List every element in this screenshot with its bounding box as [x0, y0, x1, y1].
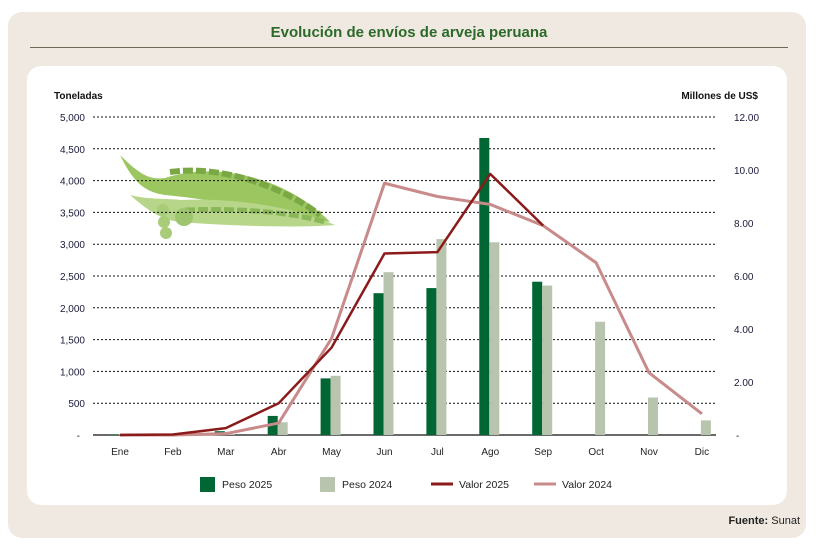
- x-tick-label: Oct: [588, 447, 604, 458]
- right-tick-label: 6.00: [734, 272, 754, 283]
- source-value: Sunat: [771, 515, 800, 527]
- pea-pods-illustration: [120, 155, 335, 239]
- legend-label: Valor 2024: [562, 479, 612, 491]
- bar-peso-2025: [373, 293, 384, 435]
- x-tick-label: Ene: [111, 447, 129, 458]
- x-tick-label: May: [322, 447, 341, 458]
- title-divider: [30, 47, 788, 48]
- left-tick-label: 2,500: [60, 272, 85, 283]
- x-tick-label: Abr: [271, 447, 287, 458]
- right-tick-label: 12.00: [734, 113, 759, 124]
- source-note: Fuente: Sunat: [728, 515, 800, 527]
- x-tick-label: Nov: [640, 447, 658, 458]
- chart-card: [27, 66, 787, 505]
- left-tick-label: 1,000: [60, 367, 85, 378]
- bar-peso-2024: [277, 422, 288, 435]
- left-tick-label: 3,000: [60, 240, 85, 251]
- bar-peso-2024: [383, 272, 394, 435]
- bar-peso-2024: [436, 239, 447, 435]
- right-tick-label: 4.00: [734, 325, 754, 336]
- bar-peso-2025: [320, 378, 331, 435]
- legend-swatch: [320, 477, 335, 492]
- right-tick-label: 8.00: [734, 219, 754, 230]
- left-tick-label: 4,500: [60, 145, 85, 156]
- bar-peso-2025: [532, 281, 543, 435]
- bar-peso-2024: [224, 434, 235, 435]
- legend-label: Peso 2024: [342, 479, 392, 491]
- left-tick-label: 5,000: [60, 113, 85, 124]
- x-tick-label: Dic: [695, 447, 709, 458]
- right-tick-label: 2.00: [734, 378, 754, 389]
- right-tick-label: 10.00: [734, 166, 759, 177]
- left-axis-title: Toneladas: [54, 91, 103, 102]
- bar-peso-2024: [330, 375, 341, 435]
- bar-peso-2025: [426, 288, 437, 435]
- x-tick-label: Mar: [217, 447, 235, 458]
- left-tick-label: 2,000: [60, 304, 85, 315]
- legend-label: Peso 2025: [222, 479, 272, 491]
- left-tick-label: -: [77, 431, 80, 442]
- bar-peso-2024: [648, 397, 658, 435]
- legend-label: Valor 2025: [459, 479, 509, 491]
- line-valor-2024: [120, 181, 703, 437]
- bar-peso-2024: [700, 420, 711, 435]
- left-tick-label: 500: [68, 399, 85, 410]
- x-tick-label: Feb: [164, 447, 182, 458]
- x-tick-label: Ago: [481, 447, 499, 458]
- source-label: Fuente:: [728, 515, 769, 527]
- x-tick-label: Jun: [376, 447, 392, 458]
- left-tick-label: 1,500: [60, 336, 85, 347]
- left-tick-label: 4,000: [60, 177, 85, 188]
- bar-peso-2025: [109, 434, 119, 435]
- right-tick-label: -: [736, 431, 739, 442]
- legend-swatch: [200, 477, 215, 492]
- bar-peso-2024: [542, 285, 553, 435]
- bar-peso-2024: [489, 242, 500, 435]
- chart-title: Evolución de envíos de arveja peruana: [270, 24, 548, 41]
- x-tick-label: Sep: [534, 447, 552, 458]
- line-valor-2025: [119, 172, 545, 437]
- right-axis-title: Millones de US$: [681, 91, 758, 102]
- bar-peso-2024: [595, 321, 606, 435]
- x-tick-label: Jul: [431, 447, 444, 458]
- bar-peso-2025: [479, 137, 490, 435]
- left-tick-label: 3,500: [60, 208, 85, 219]
